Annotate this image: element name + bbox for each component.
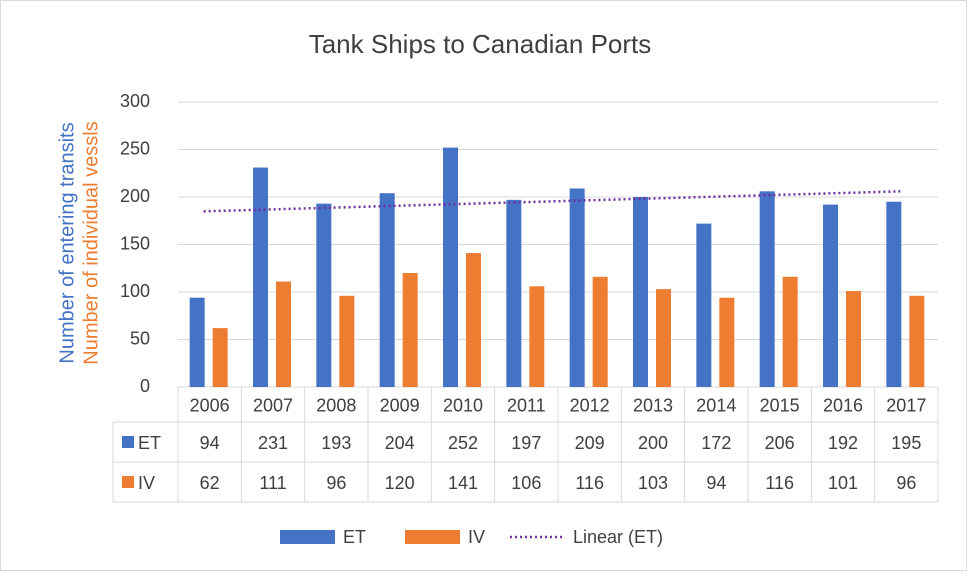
- bar: [569, 188, 585, 387]
- y-tick-label: 250: [120, 138, 150, 158]
- bar: [846, 291, 861, 387]
- x-tick-label: 2015: [760, 395, 800, 415]
- legend-label: Linear (ET): [573, 527, 663, 547]
- table-value: 94: [200, 433, 220, 453]
- bar: [379, 193, 395, 387]
- x-tick-label: 2016: [823, 395, 863, 415]
- legend-swatch: [280, 530, 335, 544]
- x-tick-label: 2006: [190, 395, 230, 415]
- x-tick-label: 2017: [886, 395, 926, 415]
- x-tick-label: 2012: [570, 395, 610, 415]
- table-value: 200: [638, 433, 668, 453]
- table-value: 96: [896, 473, 916, 493]
- y-axis-title: Number of entering transits: [56, 122, 78, 363]
- bar: [212, 328, 228, 387]
- y-tick-label: 200: [120, 186, 150, 206]
- y-tick-label: 50: [130, 328, 150, 348]
- table-value: 111: [259, 473, 286, 493]
- bar: [782, 276, 798, 387]
- table-value: 106: [511, 473, 541, 493]
- table-value: 172: [701, 433, 731, 453]
- x-tick-label: 2013: [633, 395, 673, 415]
- bar: [823, 204, 838, 387]
- y-tick-label: 150: [120, 233, 150, 253]
- bar: [189, 297, 205, 387]
- table-value: 101: [828, 473, 858, 493]
- table-value: 94: [706, 473, 726, 493]
- table-value: 116: [765, 473, 794, 493]
- bar: [506, 199, 522, 387]
- x-tick-label: 2008: [316, 395, 356, 415]
- legend-label: ET: [343, 527, 366, 547]
- table-value: 120: [385, 473, 415, 493]
- trendline: [203, 190, 901, 213]
- bar: [656, 289, 671, 387]
- table-series-name: IV: [138, 473, 155, 493]
- table-key: [122, 436, 134, 448]
- table-series-name: ET: [138, 433, 161, 453]
- legend-label: IV: [468, 527, 485, 547]
- table-value: 103: [638, 473, 668, 493]
- bar: [696, 223, 712, 387]
- bar: [592, 276, 608, 387]
- table-value: 141: [448, 473, 478, 493]
- x-tick-label: 2011: [507, 395, 546, 415]
- x-tick-label: 2009: [380, 395, 420, 415]
- bar: [529, 286, 545, 387]
- chart-title: Tank Ships to Canadian Ports: [309, 29, 652, 59]
- y-axis-title: Number of individual vessls: [80, 121, 102, 364]
- y-tick-label: 0: [140, 376, 150, 396]
- bar: [402, 273, 418, 387]
- bar: [339, 295, 355, 387]
- y-tick-label: 100: [120, 281, 150, 301]
- bar: [276, 281, 291, 387]
- table-value: 192: [828, 433, 858, 453]
- table-value: 209: [575, 433, 605, 453]
- legend-swatch: [405, 530, 460, 544]
- table-value: 96: [326, 473, 346, 493]
- table-value: 252: [448, 433, 478, 453]
- table-key: [122, 476, 134, 488]
- bar: [719, 297, 735, 387]
- bar: [316, 203, 332, 387]
- bar: [633, 197, 648, 387]
- table-value: 195: [891, 433, 921, 453]
- table-value: 62: [200, 473, 220, 493]
- bar: [253, 167, 268, 387]
- x-tick-label: 2007: [253, 395, 293, 415]
- bar: [443, 147, 458, 387]
- y-tick-label: 300: [120, 91, 150, 111]
- bar: [886, 201, 902, 387]
- table-value: 197: [511, 433, 541, 453]
- x-tick-label: 2014: [696, 395, 736, 415]
- bar: [466, 253, 481, 387]
- table-value: 231: [258, 433, 288, 453]
- table-value: 206: [765, 433, 795, 453]
- x-tick-label: 2010: [443, 395, 483, 415]
- table-value: 193: [321, 433, 351, 453]
- bar: [759, 191, 775, 387]
- bar: [909, 295, 925, 387]
- table-value: 116: [575, 473, 604, 493]
- table-value: 204: [385, 433, 415, 453]
